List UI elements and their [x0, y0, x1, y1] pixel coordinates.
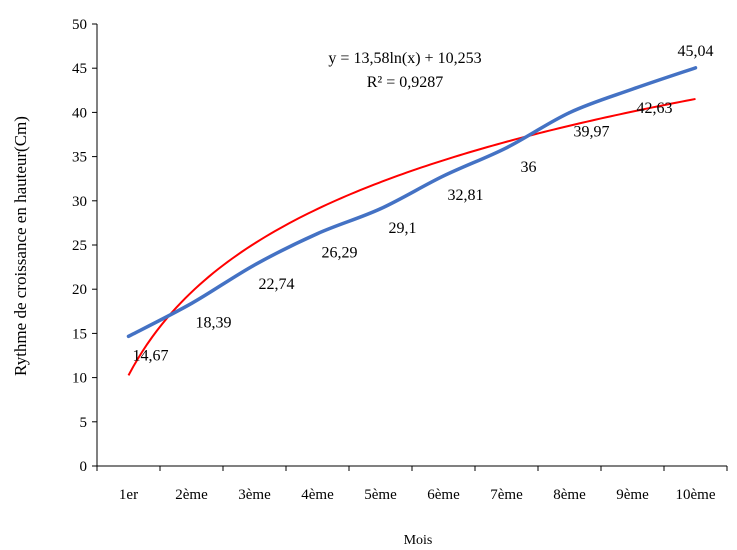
data-label-3: 22,74: [259, 276, 295, 293]
data-point-5: [379, 207, 382, 211]
data-label-10: 45,04: [678, 43, 714, 60]
x-tick-label: 7ème: [490, 487, 523, 503]
y-tick-label: 15: [72, 326, 87, 342]
y-tick-label: 45: [72, 61, 87, 77]
x-tick-label: 3ème: [238, 487, 271, 503]
data-label-5: 29,1: [389, 220, 417, 237]
data-label-2: 18,39: [196, 314, 232, 331]
data-labels: 14,67 18,39 22,74 26,29 29,1 32,81 36 39,97 42,6…: [133, 43, 714, 364]
trendline-log: [127, 97, 696, 376]
y-axis-title: Rythme de croissance en hauteur(Cm): [11, 116, 30, 376]
y-tick-label: 35: [72, 150, 87, 166]
y-tick-label: 0: [80, 459, 88, 475]
x-tick-label: 9ème: [616, 487, 649, 503]
data-point-6: [442, 174, 445, 178]
data-point-4: [316, 232, 319, 236]
data-label-8: 39,97: [574, 124, 610, 141]
data-label-4: 26,29: [322, 245, 358, 262]
y-axis: 0 5 10 15 20 25 30 35 40 45 50: [72, 17, 98, 475]
x-tick-label: 5ème: [364, 487, 397, 503]
data-point-9: [631, 87, 634, 91]
data-label-9: 42,63: [637, 100, 673, 117]
data-point-3: [253, 263, 256, 267]
data-point-7: [505, 146, 508, 150]
y-tick-label: 40: [72, 105, 87, 121]
data-point-2: [190, 301, 193, 305]
y-tick-label: 20: [72, 282, 87, 298]
x-tick-label: 10ème: [676, 487, 716, 503]
y-tick-label: 10: [72, 371, 87, 387]
y-tick-label: 5: [80, 415, 88, 431]
trendline-equation: y = 13,58ln(x) + 10,253: [328, 50, 481, 67]
x-tick-label: 6ème: [427, 487, 460, 503]
data-point-10: [694, 66, 697, 70]
data-point-8: [568, 111, 571, 115]
x-tick-label: 8ème: [553, 487, 586, 503]
x-tick-label: 1er: [119, 487, 138, 503]
data-label-1: 14,67: [133, 347, 169, 364]
x-tick-label: 2ème: [175, 487, 208, 503]
x-axis-title: Mois: [404, 533, 433, 548]
y-tick-label: 30: [72, 194, 87, 210]
series-line: [126, 66, 698, 339]
trendline-r-squared: R² = 0,9287: [367, 74, 444, 91]
data-points: [127, 66, 697, 338]
data-label-6: 32,81: [448, 187, 484, 204]
data-label-7: 36: [521, 159, 537, 176]
x-axis: 1er 2ème 3ème 4ème 5ème 6ème 7ème 8ème 9ème 10ème: [96, 465, 728, 503]
x-tick-label: 4ème: [301, 487, 334, 503]
y-tick-label: 50: [72, 17, 87, 33]
data-point-1: [127, 334, 130, 338]
y-tick-label: 25: [72, 238, 87, 254]
